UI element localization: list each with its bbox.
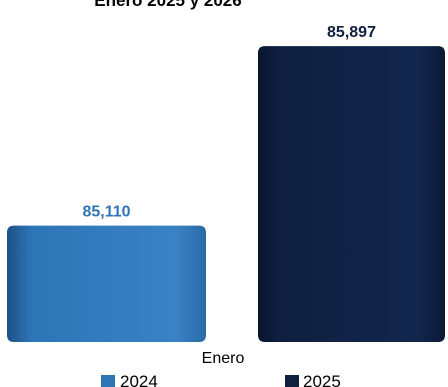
bar-2025: [258, 46, 445, 342]
x-tick-label: Enero: [202, 350, 245, 367]
legend-label-2024: 2024: [120, 372, 158, 387]
legend-swatch-2025: [285, 375, 299, 387]
bar-2024: [7, 225, 206, 342]
data-label-2025: 85,897: [327, 24, 376, 41]
legend: 2024 2025: [101, 372, 341, 387]
chart-title: Enero 2025 y 2026: [94, 0, 241, 10]
legend-label-2025: 2025: [303, 372, 341, 387]
data-label-2024: 85,110: [82, 204, 130, 221]
legend-swatch-2024: [101, 375, 115, 387]
bars-group: 85,110 85,897: [7, 24, 445, 342]
